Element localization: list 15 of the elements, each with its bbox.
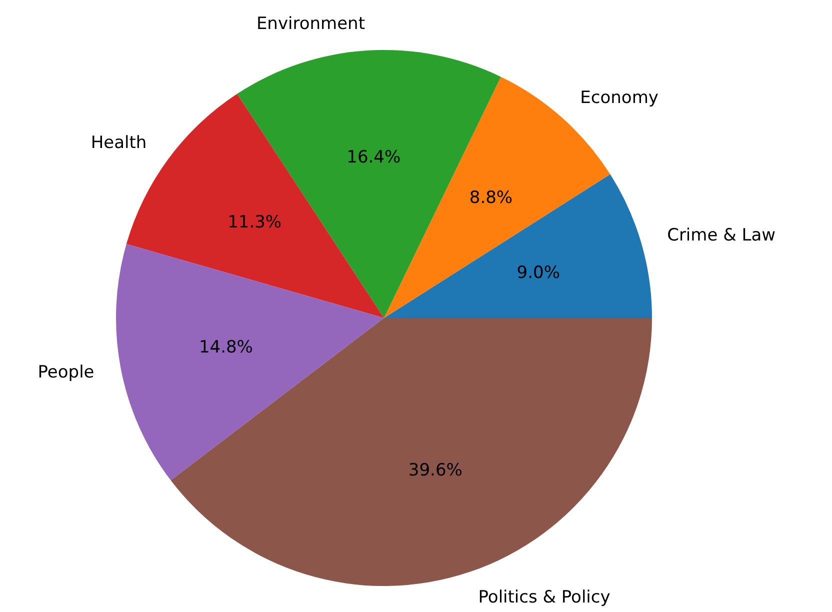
data-label: 11.3% — [228, 212, 282, 233]
data-label: 39.6% — [408, 460, 462, 480]
data-label: 9.0% — [516, 263, 560, 284]
data-label: 16.4% — [346, 148, 401, 168]
slice-label: Health — [90, 133, 147, 154]
slice-label: Economy — [580, 88, 658, 108]
pie-slice — [116, 244, 384, 480]
slice-label: Crime & Law — [667, 226, 776, 246]
pie-slice — [384, 174, 652, 318]
slice-label: Politics & Policy — [478, 587, 610, 608]
data-label: 8.8% — [469, 188, 513, 208]
data-label: 14.8% — [198, 338, 253, 358]
slice-label: Environment — [256, 14, 366, 34]
slice-label: People — [38, 362, 94, 382]
pie-slice — [170, 318, 652, 586]
